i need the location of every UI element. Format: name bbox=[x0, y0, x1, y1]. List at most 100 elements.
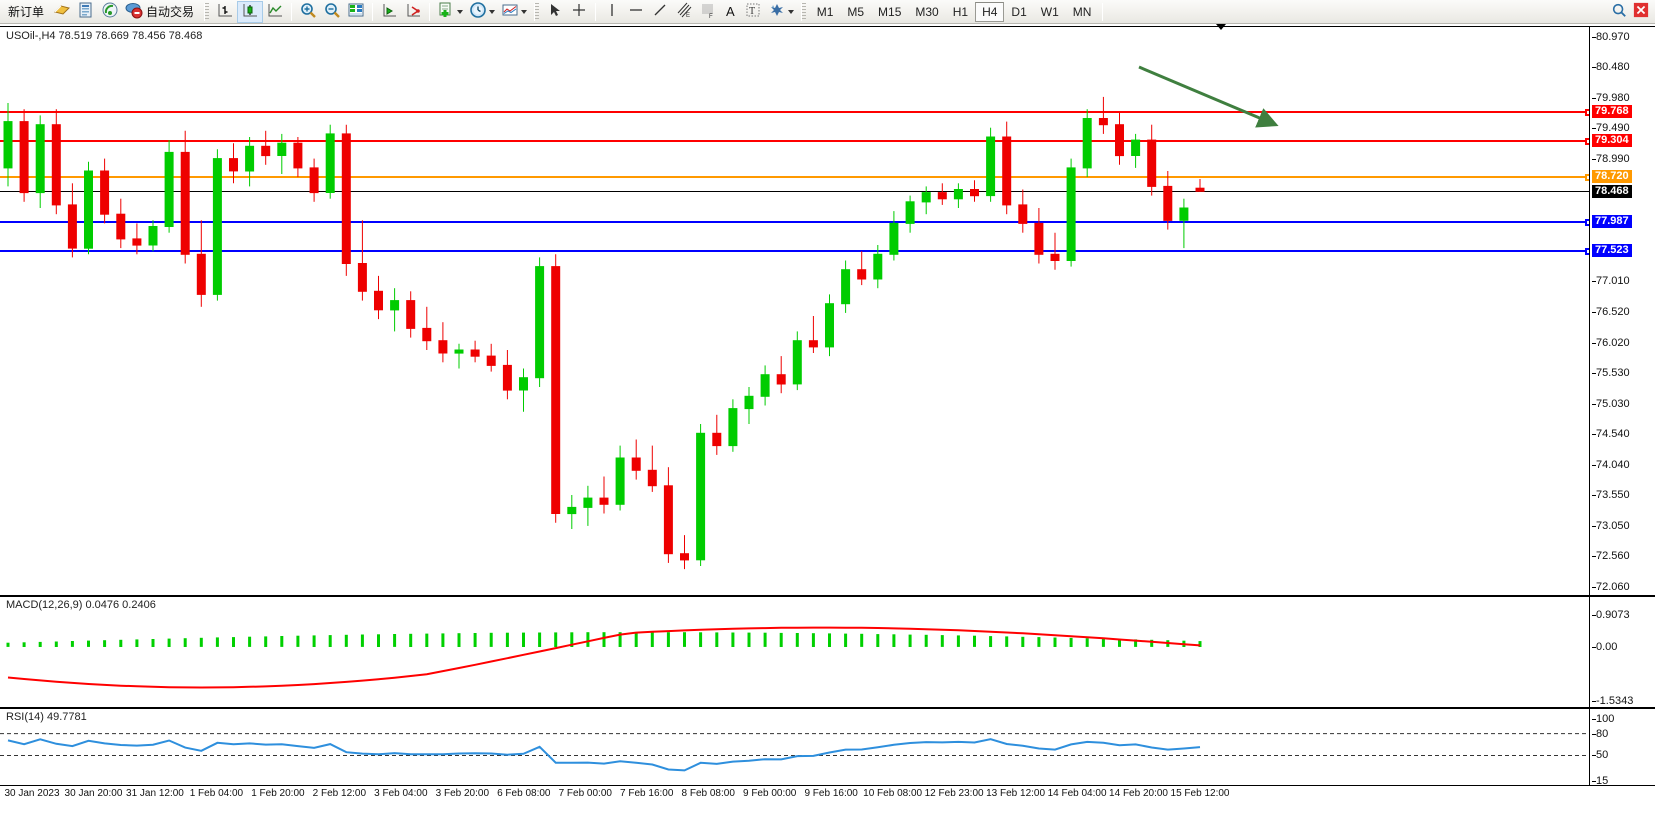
templates-dropdown-arrow[interactable] bbox=[521, 9, 528, 14]
macd-plot-area[interactable] bbox=[0, 597, 1655, 707]
toolbar-grip-3[interactable] bbox=[800, 2, 806, 21]
auto-trading-icon bbox=[125, 1, 143, 22]
line-chart-button[interactable] bbox=[263, 1, 287, 23]
vertical-line-button[interactable] bbox=[600, 1, 624, 23]
price-badge-77-987[interactable]: 77.987 bbox=[1592, 215, 1632, 229]
shift-start-button[interactable] bbox=[377, 1, 401, 23]
price-badge-79-304[interactable]: 79.304 bbox=[1592, 133, 1632, 147]
timeframe-m30[interactable]: M30 bbox=[915, 4, 939, 19]
pivot-line-78720[interactable] bbox=[0, 173, 1592, 181]
time-label: 12 Feb 23:00 bbox=[924, 788, 984, 799]
equidistant-channel-button[interactable]: E bbox=[672, 1, 696, 23]
add-indicator-button[interactable] bbox=[434, 1, 466, 23]
templates-button[interactable] bbox=[498, 1, 530, 23]
price-tick-73-550: 73.550 bbox=[1592, 489, 1630, 502]
text-label-button[interactable]: T bbox=[741, 1, 765, 23]
timeframe-w1[interactable]: W1 bbox=[1040, 4, 1059, 19]
timeframe-h4[interactable]: H4 bbox=[975, 1, 1005, 22]
time-label: 30 Jan 20:00 bbox=[64, 788, 123, 799]
toolbar-separator-3 bbox=[429, 2, 431, 21]
new-order-button[interactable]: 新订单 bbox=[2, 1, 50, 23]
time-label: 7 Feb 16:00 bbox=[620, 788, 674, 799]
time-label: 10 Feb 08:00 bbox=[863, 788, 923, 799]
time-label: 30 Jan 2023 bbox=[4, 788, 60, 799]
price-pane[interactable]: USOil-,H4 78.519 78.669 78.456 78.468 80… bbox=[0, 26, 1655, 596]
price-plot-area[interactable] bbox=[0, 27, 1655, 595]
svg-text:T: T bbox=[749, 6, 755, 17]
market-watch-icon bbox=[77, 1, 95, 22]
shift-end-button[interactable] bbox=[401, 1, 425, 23]
equidistant-channel-icon: E bbox=[675, 1, 693, 22]
timeframe-d1[interactable]: D1 bbox=[1011, 4, 1027, 19]
candlestick-chart-button[interactable] bbox=[237, 0, 264, 23]
macd-axis[interactable]: 0.9073 0.00 -1.5343 bbox=[1589, 597, 1655, 707]
search-icon[interactable] bbox=[1611, 2, 1627, 21]
price-badge-77-523[interactable]: 77.523 bbox=[1592, 243, 1632, 257]
support-line-77523[interactable] bbox=[0, 247, 1592, 255]
macd-graphics bbox=[6, 626, 1202, 689]
rsi-tick-50: 50 bbox=[1591, 749, 1609, 762]
fibonacci-button[interactable]: F bbox=[696, 1, 720, 23]
chart-header-label: USOil-,H4 78.519 78.669 78.456 78.468 bbox=[6, 30, 203, 42]
price-badge-78-720[interactable]: 78.720 bbox=[1592, 169, 1632, 183]
zoom-in-button[interactable] bbox=[296, 1, 320, 23]
horizontal-line-button[interactable] bbox=[624, 1, 648, 23]
price-tick-79-490: 79.490 bbox=[1592, 122, 1630, 135]
price-axis[interactable]: 80.970 80.480 79.980 79.490 78.990 77.010 76.5… bbox=[1589, 27, 1655, 595]
text-button[interactable]: A bbox=[720, 1, 741, 23]
time-label: 14 Feb 20:00 bbox=[1109, 788, 1168, 799]
resistance-line-79304[interactable] bbox=[0, 137, 1592, 145]
rsi-axis[interactable]: 100 80 50 15 bbox=[1589, 709, 1655, 787]
time-label: 6 Feb 08:00 bbox=[497, 788, 551, 799]
toolbar-separator-2 bbox=[372, 2, 374, 21]
toolbar-grip-1[interactable] bbox=[204, 2, 210, 21]
objects-dropdown-arrow[interactable] bbox=[787, 9, 794, 14]
timeframe-mn[interactable]: MN bbox=[1072, 4, 1092, 19]
price-tick-76-020: 76.020 bbox=[1592, 336, 1630, 349]
support-line-77987[interactable] bbox=[0, 219, 1592, 227]
objects-button[interactable] bbox=[765, 1, 797, 23]
profiles-icon-button[interactable] bbox=[50, 1, 74, 23]
horizontal-line-icon bbox=[627, 1, 645, 22]
timeframe-m1[interactable]: M1 bbox=[816, 4, 834, 19]
close-icon[interactable] bbox=[1633, 2, 1649, 21]
timeframe-h1[interactable]: H1 bbox=[952, 4, 969, 19]
auto-trading-button[interactable]: 自动交易 bbox=[122, 1, 200, 23]
crosshair-button[interactable] bbox=[567, 1, 591, 23]
period-button[interactable] bbox=[466, 1, 498, 23]
time-label: 9 Feb 00:00 bbox=[742, 788, 797, 799]
chart-workspace[interactable]: USOil-,H4 78.519 78.669 78.456 78.468 80… bbox=[0, 24, 1655, 824]
trendline-button[interactable] bbox=[648, 1, 672, 23]
bar-chart-button[interactable] bbox=[213, 1, 237, 23]
timeframe-m5[interactable]: M5 bbox=[847, 4, 865, 19]
timeframe-m15[interactable]: M15 bbox=[878, 4, 902, 19]
price-badge-78-468[interactable]: 78.468 bbox=[1592, 185, 1632, 199]
price-tick-80-970: 80.970 bbox=[1592, 31, 1630, 43]
rsi-plot-area[interactable] bbox=[0, 709, 1655, 785]
time-axis[interactable]: 30 Jan 2023 30 Jan 20:00 31 Jan 12:00 1 Feb… bbox=[0, 788, 1589, 802]
trendline-icon bbox=[651, 1, 669, 22]
line-chart-icon bbox=[266, 1, 284, 22]
resistance-line-79768[interactable] bbox=[0, 109, 1592, 117]
zoom-out-button[interactable] bbox=[320, 1, 344, 23]
price-tick-77-010: 77.010 bbox=[1592, 275, 1630, 288]
new-order-label: 新订单 bbox=[8, 5, 45, 19]
rsi-tick-100: 100 bbox=[1591, 713, 1615, 725]
market-watch-button[interactable] bbox=[74, 1, 98, 23]
main-toolbar: 新订单 bbox=[0, 0, 1655, 24]
shift-end-icon bbox=[404, 1, 422, 22]
toolbar-grip-2[interactable] bbox=[534, 2, 540, 21]
toolbar-right-group bbox=[1611, 2, 1653, 21]
current-price-line[interactable] bbox=[0, 191, 1589, 193]
macd-pane[interactable]: MACD(12,26,9) 0.0476 0.2406 0.9073 0.00 -1… bbox=[0, 596, 1655, 708]
add-indicator-dropdown-arrow[interactable] bbox=[457, 9, 464, 14]
period-dropdown-arrow[interactable] bbox=[489, 9, 496, 14]
timeframe-group: M1 M5 M15 M30 H1 H4 D1 W1 MN bbox=[810, 1, 1099, 22]
toolbar-separator-1 bbox=[291, 2, 293, 21]
data-window-button[interactable] bbox=[344, 1, 368, 23]
navigator-button[interactable] bbox=[98, 1, 122, 23]
rsi-pane[interactable]: RSI(14) 49.7781 100 80 50 15 bbox=[0, 708, 1655, 787]
cursor-button[interactable] bbox=[543, 1, 567, 23]
time-label: 7 Feb 00:00 bbox=[558, 788, 612, 799]
price-badge-79-768[interactable]: 79.768 bbox=[1592, 105, 1632, 119]
